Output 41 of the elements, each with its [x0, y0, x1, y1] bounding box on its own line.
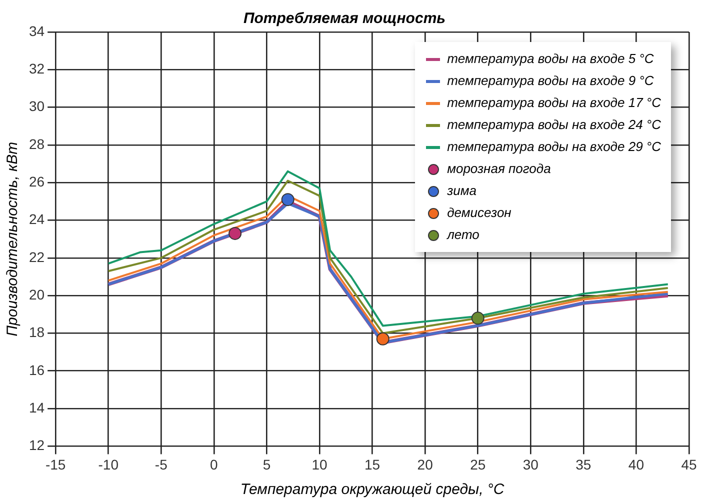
point: [376, 332, 390, 346]
y-tick-label: 28: [28, 136, 45, 152]
legend-label: морозная погода: [447, 160, 551, 178]
y-tick-label: 20: [28, 286, 45, 302]
y-tick-label: 32: [28, 60, 45, 77]
y-tick-label: 30: [28, 98, 45, 114]
y-tick-label: 34: [28, 22, 45, 39]
x-tick-label: 0: [210, 456, 218, 472]
x-axis-title: Температура окружающей среды, °C: [240, 481, 504, 498]
x-tick-label: -10: [98, 456, 119, 472]
y-tick-label: 22: [28, 248, 45, 265]
legend-label: температура воды на входе 5 °C: [447, 50, 654, 68]
x-tick-label: 5: [262, 456, 271, 472]
x-tick-label: 20: [417, 456, 434, 472]
x-tick-label: 45: [681, 456, 697, 472]
x-tick-label: 30: [522, 456, 539, 472]
point: [228, 226, 242, 240]
y-tick-label: 24: [28, 211, 45, 228]
legend-label: демисезон: [447, 204, 512, 222]
x-tick-label: -15: [45, 456, 66, 472]
x-tick-label: 25: [470, 456, 486, 472]
y-axis-title: Производительность, кВт: [4, 142, 22, 336]
legend-label: лето: [447, 226, 480, 244]
x-tick-label: 40: [628, 456, 644, 472]
x-tick-label: 15: [364, 456, 380, 472]
legend-label: температура воды на входе 24 °C: [447, 116, 661, 134]
legend-label: температура воды на входе 29 °C: [447, 138, 661, 156]
legend-label: температура воды на входе 17 °C: [447, 94, 661, 112]
chart-title: Потребляемая мощность: [243, 10, 446, 28]
y-tick-label: 18: [28, 324, 45, 340]
legend-label: зима: [447, 182, 476, 200]
point: [471, 312, 484, 325]
x-tick-label: 35: [576, 456, 592, 472]
y-tick-label: 16: [28, 362, 45, 378]
y-tick-label: 12: [28, 437, 45, 454]
legend-label: температура воды на входе 9 °C: [447, 72, 654, 90]
y-tick-label: 14: [28, 399, 45, 416]
x-tick-label: 10: [312, 456, 328, 472]
y-tick-label: 26: [28, 173, 45, 190]
x-tick-label: -5: [154, 456, 168, 472]
point: [281, 193, 294, 206]
